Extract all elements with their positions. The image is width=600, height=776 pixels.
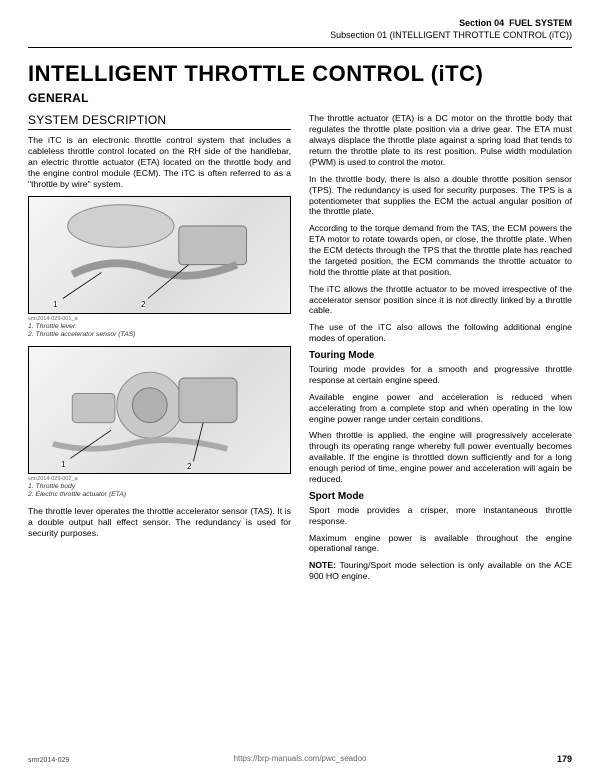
page-footer: smr2014-029 https://brp-manuals.com/pwc_… [28, 754, 572, 764]
figure-2: 1 2 [28, 346, 291, 474]
footer-url: https://brp-manuals.com/pwc_seadoo [28, 754, 572, 763]
two-column-layout: SYSTEM DESCRIPTION The iTC is an electro… [28, 113, 572, 588]
note-text: Touring/Sport mode selection is only ava… [309, 560, 572, 581]
right-para-2: In the throttle body, there is also a do… [309, 174, 572, 218]
sport-para-2: Maximum engine power is available throug… [309, 533, 572, 555]
figure-2-callout-1: 1 [61, 461, 65, 469]
section-title: FUEL SYSTEM [509, 18, 572, 28]
figure-2-code: smr2014-029-002_a [28, 476, 291, 482]
page-header: Section 04 FUEL SYSTEM Subsection 01 (IN… [28, 18, 572, 41]
note-para: NOTE: Touring/Sport mode selection is on… [309, 560, 572, 582]
touring-para-3: When throttle is applied, the engine wil… [309, 430, 572, 484]
header-rule [28, 47, 572, 48]
figure-1: 1 2 [28, 196, 291, 314]
right-column: The throttle actuator (ETA) is a DC moto… [309, 113, 572, 588]
right-para-4: The iTC allows the throttle actuator to … [309, 284, 572, 317]
note-label: NOTE: [309, 560, 336, 570]
section-label: Section 04 [459, 18, 504, 28]
figure-1-callout-1: 1 [53, 301, 57, 309]
left-para-1: The iTC is an electronic throttle contro… [28, 135, 291, 189]
general-heading: GENERAL [28, 91, 572, 105]
figure-1-callout-2: 2 [141, 301, 145, 309]
touring-para-1: Touring mode provides for a smooth and p… [309, 364, 572, 386]
left-column: SYSTEM DESCRIPTION The iTC is an electro… [28, 113, 291, 588]
system-description-heading: SYSTEM DESCRIPTION [28, 113, 291, 130]
figure-1-code: smr2014-029-001_a [28, 316, 291, 322]
right-para-3: According to the torque demand from the … [309, 223, 572, 277]
figure-1-caption: 1. Throttle lever 2. Throttle accelerato… [28, 323, 291, 339]
sport-para-1: Sport mode provides a crisper, more inst… [309, 505, 572, 527]
touring-para-2: Available engine power and acceleration … [309, 392, 572, 425]
left-para-2: The throttle lever operates the throttle… [28, 506, 291, 539]
figure-2-caption: 1. Throttle body 2. Electric throttle ac… [28, 483, 291, 499]
page-title: INTELLIGENT THROTTLE CONTROL (iTC) [28, 62, 572, 85]
figure-2-callout-2: 2 [187, 463, 191, 471]
sport-mode-heading: Sport Mode [309, 491, 572, 502]
right-para-5: The use of the iTC also allows the follo… [309, 322, 572, 344]
subsection-line: Subsection 01 (INTELLIGENT THROTTLE CONT… [330, 30, 572, 40]
right-para-1: The throttle actuator (ETA) is a DC moto… [309, 113, 572, 167]
touring-mode-heading: Touring Mode [309, 350, 572, 361]
